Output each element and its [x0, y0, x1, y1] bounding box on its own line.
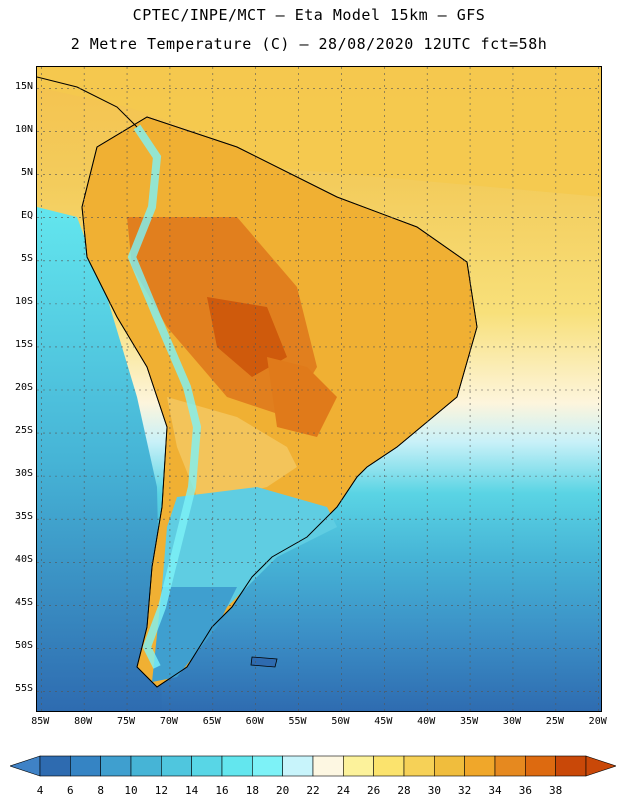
legend-swatch	[373, 755, 405, 777]
map-subtitle: 2 Metre Temperature (C) – 28/08/2020 12U…	[70, 35, 548, 53]
legend-tick-label: 32	[458, 784, 472, 797]
legend-swatch	[494, 755, 526, 777]
map-title: CPTEC/INPE/MCT – Eta Model 15km – GFS	[132, 6, 486, 24]
lat-tick-label: 50S	[14, 640, 33, 652]
legend-swatch	[555, 755, 587, 777]
legend-swatch	[343, 755, 374, 777]
cold-zone-patagonia	[152, 587, 237, 682]
lat-tick-label: 45S	[14, 597, 33, 609]
legend-tick-label: 4	[36, 784, 44, 797]
color-legend	[10, 755, 616, 777]
legend-swatch	[312, 755, 344, 777]
legend-swatch	[434, 755, 465, 777]
hot-core-south	[267, 357, 337, 437]
legend-swatch	[191, 755, 223, 777]
temperature-map	[36, 66, 602, 712]
legend-swatch	[252, 755, 283, 777]
legend-tick-label: 16	[215, 784, 229, 797]
legend-swatch	[525, 755, 556, 777]
legend-swatch	[403, 755, 435, 777]
pacific-ocean-field	[37, 207, 162, 711]
falkland-islands	[250, 656, 278, 668]
lon-tick-label: 85W	[31, 716, 50, 727]
legend-swatch	[221, 755, 253, 777]
legend-tick-label: 38	[549, 784, 563, 797]
lon-tick-label: 20W	[588, 716, 607, 727]
legend-swatch	[282, 755, 314, 777]
lat-tick-label: 5N	[20, 166, 33, 178]
lon-tick-label: 30W	[502, 716, 521, 727]
lat-tick-label: EQ	[20, 209, 33, 221]
map-canvas	[37, 67, 601, 711]
legend-under-arrow	[10, 755, 41, 777]
legend-swatch	[70, 755, 101, 777]
legend-tick-label: 22	[306, 784, 320, 797]
legend-tick-label: 34	[488, 784, 502, 797]
lat-tick-label: 5S	[20, 252, 33, 264]
legend-tick-label: 30	[427, 784, 441, 797]
legend-tick-label: 26	[367, 784, 381, 797]
lon-tick-label: 70W	[159, 716, 178, 727]
legend-tick-label: 6	[67, 784, 74, 797]
lon-tick-label: 45W	[374, 716, 393, 727]
legend-swatch	[39, 755, 71, 777]
lat-tick-label: 15N	[14, 80, 33, 92]
lat-tick-label: 30S	[14, 468, 33, 480]
lon-tick-label: 40W	[417, 716, 436, 727]
lon-tick-label: 60W	[245, 716, 264, 727]
legend-tick-label: 12	[154, 784, 168, 797]
legend-tick-label: 14	[185, 784, 199, 797]
legend-tick-label: 28	[397, 784, 411, 797]
lon-tick-label: 75W	[117, 716, 136, 727]
lon-tick-label: 55W	[288, 716, 307, 727]
legend-swatch	[100, 755, 132, 777]
legend-over-arrow	[585, 755, 616, 777]
legend-swatch	[161, 755, 192, 777]
legend-tick-label: 10	[124, 784, 138, 797]
caribbean-warm-field	[37, 67, 601, 197]
lat-tick-label: 10S	[14, 295, 33, 307]
legend-tick-label: 20	[276, 784, 290, 797]
legend-tick-label: 24	[336, 784, 350, 797]
graticule	[37, 67, 601, 711]
lon-tick-label: 50W	[331, 716, 350, 727]
lon-tick-label: 35W	[460, 716, 479, 727]
lat-tick-label: 35S	[14, 511, 33, 523]
lat-tick-label: 55S	[14, 683, 33, 695]
legend-swatch	[130, 755, 162, 777]
legend-swatch	[464, 755, 496, 777]
legend-tick-label: 8	[97, 784, 104, 797]
lon-tick-label: 25W	[545, 716, 564, 727]
lon-tick-label: 80W	[74, 716, 93, 727]
legend-tick-label: 36	[518, 784, 532, 797]
andes-cold-ridge	[127, 124, 202, 669]
legend-tick-label: 18	[245, 784, 259, 797]
lat-tick-label: 10N	[14, 123, 33, 135]
lat-tick-label: 20S	[14, 382, 33, 393]
lat-tick-label: 25S	[14, 425, 33, 437]
lat-tick-label: 40S	[14, 554, 33, 566]
lon-tick-label: 65W	[202, 716, 221, 727]
coastline	[81, 116, 478, 688]
lat-tick-label: 15S	[14, 338, 33, 350]
